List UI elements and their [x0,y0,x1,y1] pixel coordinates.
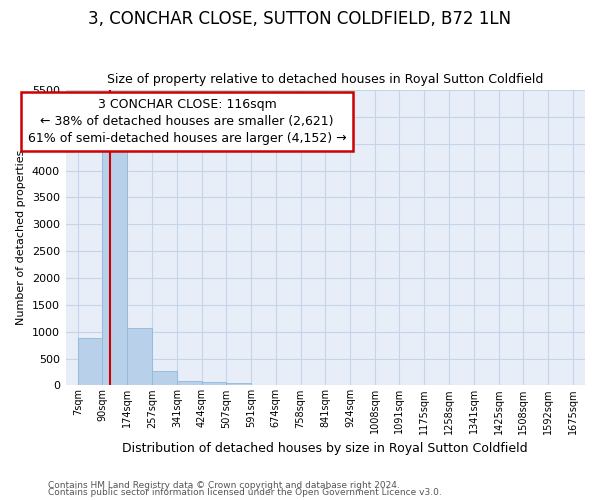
Title: Size of property relative to detached houses in Royal Sutton Coldfield: Size of property relative to detached ho… [107,73,544,86]
Bar [152,371,176,386]
Bar [127,328,152,386]
Bar [202,382,226,386]
Text: 3 CONCHAR CLOSE: 116sqm
← 38% of detached houses are smaller (2,621)
61% of semi: 3 CONCHAR CLOSE: 116sqm ← 38% of detache… [28,98,346,145]
X-axis label: Distribution of detached houses by size in Royal Sutton Coldfield: Distribution of detached houses by size … [122,442,528,455]
Bar [78,338,103,386]
Bar [177,381,202,386]
Bar [226,382,251,386]
Text: Contains public sector information licensed under the Open Government Licence v3: Contains public sector information licen… [48,488,442,497]
Text: 3, CONCHAR CLOSE, SUTTON COLDFIELD, B72 1LN: 3, CONCHAR CLOSE, SUTTON COLDFIELD, B72 … [88,10,512,28]
Bar [103,141,127,386]
Y-axis label: Number of detached properties: Number of detached properties [16,150,26,326]
Text: Contains HM Land Registry data © Crown copyright and database right 2024.: Contains HM Land Registry data © Crown c… [48,480,400,490]
